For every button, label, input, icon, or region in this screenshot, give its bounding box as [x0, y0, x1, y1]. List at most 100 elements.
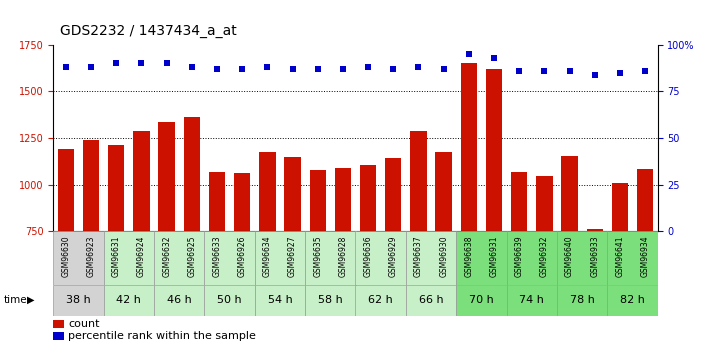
- Bar: [58, 149, 74, 231]
- Point: [463, 51, 474, 57]
- Bar: [108, 145, 124, 231]
- Text: GDS2232 / 1437434_a_at: GDS2232 / 1437434_a_at: [60, 24, 237, 38]
- Text: 50 h: 50 h: [218, 295, 242, 305]
- Point: [161, 61, 172, 66]
- Text: GSM96636: GSM96636: [363, 235, 373, 277]
- Text: GSM96641: GSM96641: [616, 235, 624, 277]
- Text: 70 h: 70 h: [469, 295, 493, 305]
- Text: GSM96933: GSM96933: [590, 235, 599, 277]
- Bar: [159, 122, 175, 231]
- Bar: [410, 131, 427, 231]
- Bar: [234, 174, 250, 231]
- Bar: [406, 231, 456, 285]
- Text: GSM96934: GSM96934: [641, 235, 650, 277]
- Point: [312, 66, 324, 72]
- Bar: [104, 231, 154, 285]
- Bar: [133, 131, 149, 231]
- Text: GSM96634: GSM96634: [263, 235, 272, 277]
- Point: [363, 65, 374, 70]
- Bar: [83, 140, 100, 231]
- Bar: [511, 172, 528, 231]
- Bar: [557, 231, 607, 285]
- Bar: [154, 231, 205, 285]
- Text: count: count: [68, 319, 100, 329]
- Text: GSM96927: GSM96927: [288, 235, 297, 277]
- Bar: [205, 231, 255, 285]
- Bar: [53, 320, 64, 328]
- Bar: [587, 229, 603, 231]
- Text: 42 h: 42 h: [117, 295, 141, 305]
- Bar: [255, 231, 305, 285]
- Text: GSM96926: GSM96926: [237, 235, 247, 277]
- Text: GSM96931: GSM96931: [489, 235, 498, 277]
- Text: GSM96639: GSM96639: [515, 235, 524, 277]
- Text: GSM96632: GSM96632: [162, 235, 171, 277]
- Bar: [255, 285, 305, 316]
- Bar: [637, 169, 653, 231]
- Point: [589, 72, 600, 77]
- Text: GSM96929: GSM96929: [389, 235, 397, 277]
- Bar: [385, 158, 402, 231]
- Bar: [461, 63, 477, 231]
- Text: 46 h: 46 h: [167, 295, 191, 305]
- Text: 82 h: 82 h: [620, 295, 645, 305]
- Bar: [183, 117, 200, 231]
- Bar: [104, 285, 154, 316]
- Bar: [335, 168, 351, 231]
- Text: GSM96633: GSM96633: [213, 235, 222, 277]
- Point: [387, 66, 399, 72]
- Bar: [209, 172, 225, 231]
- Text: 78 h: 78 h: [570, 295, 594, 305]
- Point: [488, 55, 500, 61]
- Point: [262, 65, 273, 70]
- Bar: [506, 231, 557, 285]
- Bar: [356, 285, 406, 316]
- Bar: [154, 285, 205, 316]
- Point: [413, 65, 424, 70]
- Point: [111, 61, 122, 66]
- Bar: [536, 176, 552, 231]
- Point: [136, 61, 147, 66]
- Point: [211, 66, 223, 72]
- Text: GSM96923: GSM96923: [87, 235, 95, 277]
- Bar: [53, 231, 104, 285]
- Point: [60, 65, 72, 70]
- Bar: [406, 285, 456, 316]
- Bar: [607, 285, 658, 316]
- Point: [513, 68, 525, 74]
- Text: 66 h: 66 h: [419, 295, 444, 305]
- Bar: [486, 69, 502, 231]
- Text: GSM96635: GSM96635: [314, 235, 322, 277]
- Bar: [53, 285, 104, 316]
- Bar: [305, 285, 356, 316]
- Text: GSM96928: GSM96928: [338, 235, 348, 277]
- Bar: [356, 231, 406, 285]
- Point: [287, 66, 298, 72]
- Bar: [305, 231, 356, 285]
- Bar: [360, 165, 376, 231]
- Text: 54 h: 54 h: [267, 295, 292, 305]
- Bar: [562, 156, 578, 231]
- Bar: [611, 183, 628, 231]
- Point: [85, 65, 97, 70]
- Point: [186, 65, 198, 70]
- Bar: [309, 170, 326, 231]
- Text: GSM96631: GSM96631: [112, 235, 121, 277]
- Bar: [284, 157, 301, 231]
- Point: [614, 70, 626, 76]
- Point: [564, 68, 575, 74]
- Text: GSM96638: GSM96638: [464, 235, 474, 277]
- Point: [237, 66, 248, 72]
- Bar: [205, 285, 255, 316]
- Point: [438, 66, 449, 72]
- Text: GSM96637: GSM96637: [414, 235, 423, 277]
- Point: [639, 68, 651, 74]
- Point: [337, 66, 348, 72]
- Text: GSM96630: GSM96630: [61, 235, 70, 277]
- Bar: [607, 231, 658, 285]
- Bar: [456, 231, 506, 285]
- Text: 38 h: 38 h: [66, 295, 91, 305]
- Text: GSM96640: GSM96640: [565, 235, 574, 277]
- Text: GSM96924: GSM96924: [137, 235, 146, 277]
- Bar: [260, 152, 276, 231]
